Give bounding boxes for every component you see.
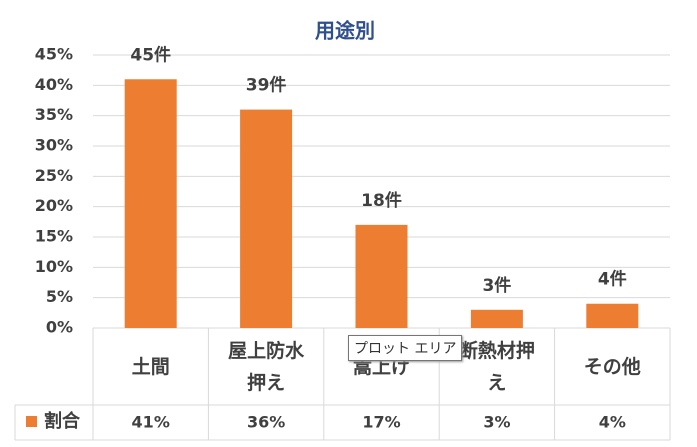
data-label: 3件 [482,275,511,296]
x-tick-label: 土間 [131,355,170,378]
table-value: 36% [247,413,285,432]
y-tick-label: 40% [35,75,73,94]
x-tick-label: 嵩上げ [352,355,410,378]
legend-swatch [26,416,37,427]
x-tick-label: 断熱材押え [458,339,535,394]
y-tick-label: 25% [35,166,73,185]
y-tick-label: 45% [35,45,73,64]
data-label: 45件 [130,44,171,65]
bar [124,79,177,329]
y-tick-label: 5% [46,287,73,306]
data-label: 4件 [598,269,627,290]
y-tick-label: 10% [35,257,73,276]
x-tick-label: その他 [583,355,641,378]
bar [586,303,639,328]
bar [240,109,293,328]
data-label: 18件 [361,190,402,211]
chart-title: 用途別 [315,19,375,43]
table-value: 41% [132,413,170,432]
y-tick-label: 15% [35,227,73,246]
y-tick-label: 35% [35,105,73,124]
data-label: 39件 [246,75,287,96]
y-tick-label: 30% [35,136,73,155]
table-value: 17% [362,413,400,432]
bar [470,309,523,328]
x-tick-label: 屋上防水押え [228,339,305,394]
table-value: 3% [483,413,510,432]
table-value: 4% [599,413,626,432]
bar [355,224,408,328]
y-tick-label: 0% [46,318,73,337]
tooltip: プロット エリア [348,335,463,361]
legend-label: 割合 [44,410,81,432]
y-tick-label: 20% [35,196,73,215]
